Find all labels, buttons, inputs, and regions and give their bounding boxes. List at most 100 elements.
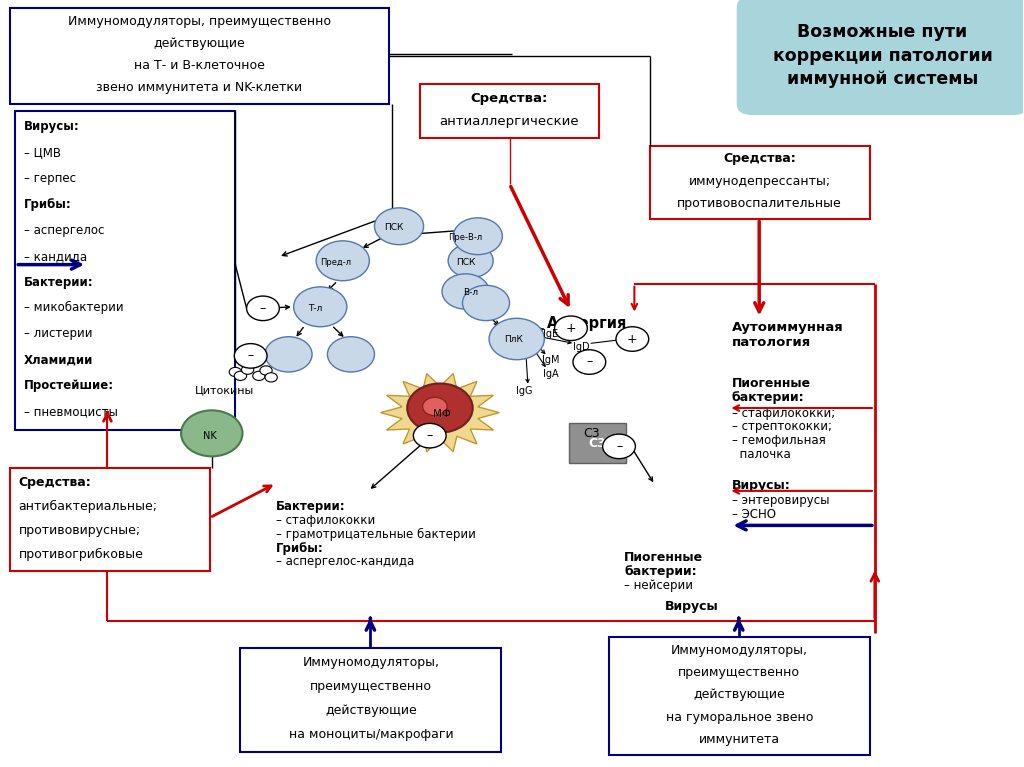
Circle shape	[229, 367, 242, 377]
FancyBboxPatch shape	[241, 648, 502, 752]
Text: –: –	[427, 430, 433, 442]
Circle shape	[265, 337, 312, 372]
Text: Пре-В-л: Пре-В-л	[449, 233, 482, 242]
Circle shape	[603, 434, 636, 459]
Circle shape	[616, 327, 648, 351]
Text: – листерии: – листерии	[24, 328, 92, 341]
Text: – стрептококки;: – стрептококки;	[731, 420, 831, 433]
Text: противовоспалительные: противовоспалительные	[677, 196, 842, 209]
Circle shape	[555, 316, 588, 341]
Circle shape	[454, 218, 503, 255]
Text: палочка: палочка	[731, 448, 791, 461]
Circle shape	[463, 285, 510, 321]
FancyBboxPatch shape	[420, 84, 599, 138]
Text: +: +	[627, 333, 638, 345]
Text: Бактерии:: Бактерии:	[24, 275, 93, 288]
Circle shape	[423, 397, 447, 416]
Text: IgA: IgA	[543, 369, 558, 380]
Text: Пред-л: Пред-л	[321, 258, 351, 267]
Text: Вирусы: Вирусы	[665, 600, 719, 613]
Text: IgD: IgD	[572, 341, 590, 352]
Text: ПлК: ПлК	[504, 334, 523, 344]
Text: Аллергия: Аллергия	[548, 316, 628, 331]
Circle shape	[181, 410, 243, 456]
Text: на гуморальное звено: на гуморальное звено	[666, 711, 813, 724]
Circle shape	[408, 384, 473, 433]
Text: – кандида: – кандида	[24, 249, 87, 262]
Text: В-л: В-л	[463, 288, 478, 298]
Text: иммунодепрессанты;: иммунодепрессанты;	[689, 175, 830, 188]
Text: Грибы:: Грибы:	[24, 198, 72, 211]
Text: Вирусы:: Вирусы:	[24, 120, 79, 133]
Circle shape	[234, 371, 247, 380]
Text: – ЭСНО: – ЭСНО	[731, 508, 775, 521]
Text: NK: NK	[203, 430, 217, 441]
Text: – герпес: – герпес	[24, 172, 76, 185]
Text: Средства:: Средства:	[18, 476, 91, 489]
Text: Иммуномодуляторы, преимущественно: Иммуномодуляторы, преимущественно	[68, 15, 331, 28]
Text: – аспергелос: – аспергелос	[24, 224, 103, 237]
Text: Вирусы:: Вирусы:	[731, 479, 791, 492]
Text: – пневмоцисты: – пневмоцисты	[24, 405, 118, 418]
Text: – микобактерии: – микобактерии	[24, 301, 123, 314]
Text: антибактериальные;: антибактериальные;	[18, 500, 158, 513]
Circle shape	[294, 287, 347, 327]
Text: Грибы:: Грибы:	[276, 542, 324, 555]
Text: Пиогенные: Пиогенные	[625, 551, 703, 564]
Text: преимущественно: преимущественно	[310, 680, 432, 693]
Text: противовирусные;: противовирусные;	[18, 524, 140, 537]
Text: Аутоиммунная: Аутоиммунная	[731, 321, 844, 334]
Text: Простейшие:: Простейшие:	[24, 379, 114, 392]
Text: Цитокины: Цитокины	[195, 385, 254, 395]
Text: –: –	[586, 356, 593, 368]
Circle shape	[489, 318, 545, 360]
Circle shape	[442, 274, 489, 309]
Circle shape	[375, 208, 424, 245]
Circle shape	[573, 350, 606, 374]
Text: бактерии:: бактерии:	[731, 391, 804, 404]
Circle shape	[260, 366, 272, 375]
Text: – стафилококки;: – стафилококки;	[731, 407, 835, 420]
Text: С3: С3	[589, 437, 606, 449]
Text: Бактерии:: Бактерии:	[276, 500, 346, 513]
Text: – грамотрицательные бактерии: – грамотрицательные бактерии	[276, 528, 476, 541]
Circle shape	[414, 423, 446, 448]
Circle shape	[316, 241, 370, 281]
FancyBboxPatch shape	[10, 8, 389, 104]
FancyBboxPatch shape	[649, 146, 869, 219]
Polygon shape	[381, 374, 500, 452]
Text: действующие: действующие	[325, 704, 417, 717]
FancyBboxPatch shape	[15, 111, 236, 430]
Text: на Т- и В-клеточное: на Т- и В-клеточное	[134, 59, 265, 72]
FancyBboxPatch shape	[736, 0, 1024, 115]
Text: IgE: IgE	[543, 328, 558, 339]
Text: – нейсерии: – нейсерии	[625, 579, 693, 592]
Text: Иммуномодуляторы,: Иммуномодуляторы,	[302, 656, 439, 669]
Text: –: –	[260, 302, 266, 314]
Text: Возможные пути
коррекции патологии
иммунной системы: Возможные пути коррекции патологии иммун…	[772, 23, 992, 88]
Text: бактерии:: бактерии:	[625, 565, 696, 578]
Text: –: –	[615, 440, 623, 453]
Text: противогрибковые: противогрибковые	[18, 548, 143, 561]
Text: – стафилококки: – стафилококки	[276, 514, 376, 527]
Text: +: +	[565, 322, 577, 334]
Text: С3: С3	[583, 427, 600, 439]
Circle shape	[265, 373, 278, 382]
Text: ПСК: ПСК	[384, 223, 403, 232]
Text: патология: патология	[731, 336, 811, 349]
Text: –: –	[248, 350, 254, 362]
Text: IgG: IgG	[516, 386, 532, 397]
Text: преимущественно: преимущественно	[678, 666, 800, 679]
Text: – ЦМВ: – ЦМВ	[24, 146, 60, 159]
Text: ПСК: ПСК	[456, 258, 475, 267]
Circle shape	[242, 365, 254, 374]
Circle shape	[449, 244, 494, 278]
FancyBboxPatch shape	[10, 468, 210, 571]
Text: звено иммунитета и NK-клетки: звено иммунитета и NK-клетки	[96, 81, 302, 94]
Text: МФ: МФ	[433, 409, 451, 420]
Text: антиаллергические: антиаллергические	[439, 115, 579, 128]
FancyBboxPatch shape	[609, 637, 869, 755]
Text: – гемофильная: – гемофильная	[731, 434, 825, 447]
Text: Пиогенные: Пиогенные	[731, 377, 811, 390]
Text: действующие: действующие	[154, 37, 246, 50]
